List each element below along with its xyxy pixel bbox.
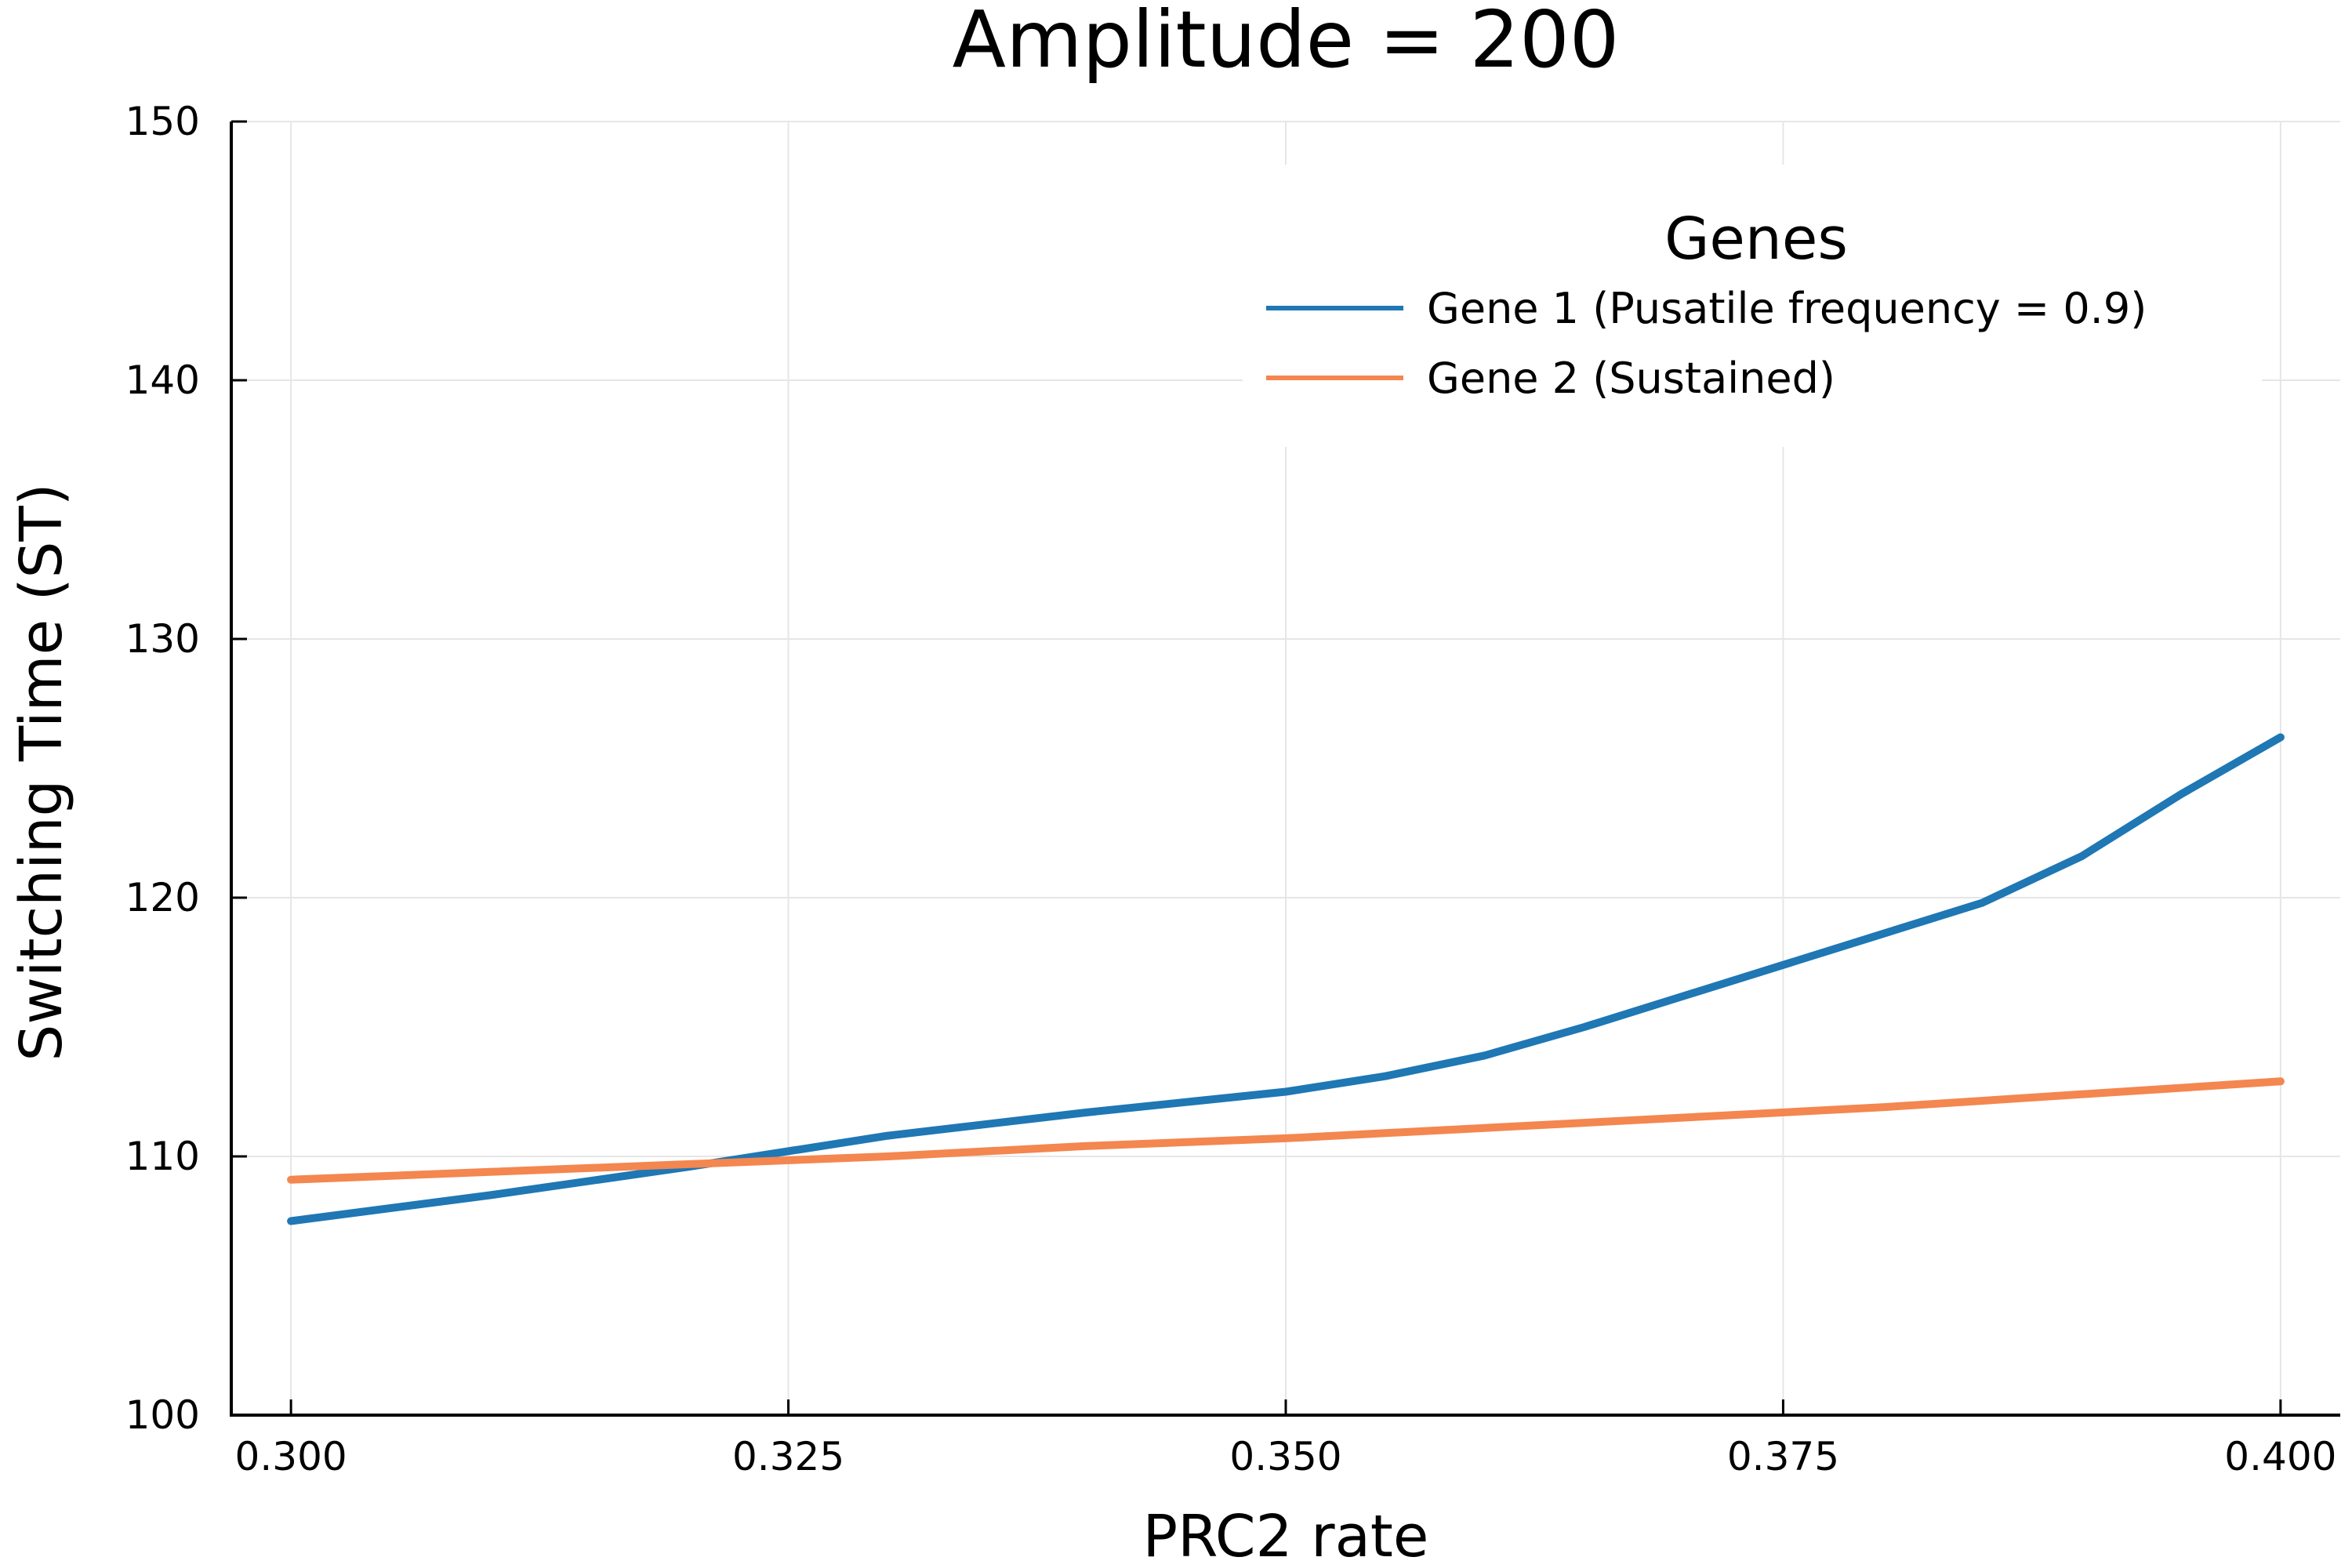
series-line-gene-1 — [287, 733, 2285, 1225]
y-tick-label: 100 — [125, 1392, 200, 1438]
x-axis-title: PRC2 rate — [1143, 1503, 1429, 1568]
legend-label-gene-2: Gene 2 (Sustained) — [1427, 354, 1835, 403]
x-tick-label: 0.375 — [1727, 1434, 1839, 1479]
axes: 0.300 0.325 0.350 0.375 0.400 100 110 120 130 140… — [125, 99, 2340, 1479]
y-axis-title: Switching Time (ST) — [8, 483, 75, 1061]
x-tick-label: 0.325 — [732, 1434, 844, 1479]
x-tick-label: 0.300 — [235, 1434, 347, 1479]
series-layer — [287, 733, 2285, 1225]
x-tick-label: 0.350 — [1229, 1434, 1341, 1479]
legend: Genes Gene 1 (Pusatile frequency = 0.9) … — [1243, 165, 2262, 447]
y-tick-label: 110 — [125, 1134, 200, 1179]
legend-box — [1243, 165, 2262, 447]
y-tick-label: 150 — [125, 99, 200, 144]
series-line-gene-2 — [287, 1077, 2285, 1184]
chart-title: Amplitude = 200 — [953, 0, 1620, 85]
y-tick-label: 140 — [125, 358, 200, 403]
y-tick-label: 130 — [125, 616, 200, 662]
legend-label-gene-1: Gene 1 (Pusatile frequency = 0.9) — [1427, 284, 2147, 333]
x-tick-label: 0.400 — [2224, 1434, 2336, 1479]
y-tick-label: 120 — [125, 875, 200, 920]
legend-title: Genes — [1664, 205, 1848, 273]
